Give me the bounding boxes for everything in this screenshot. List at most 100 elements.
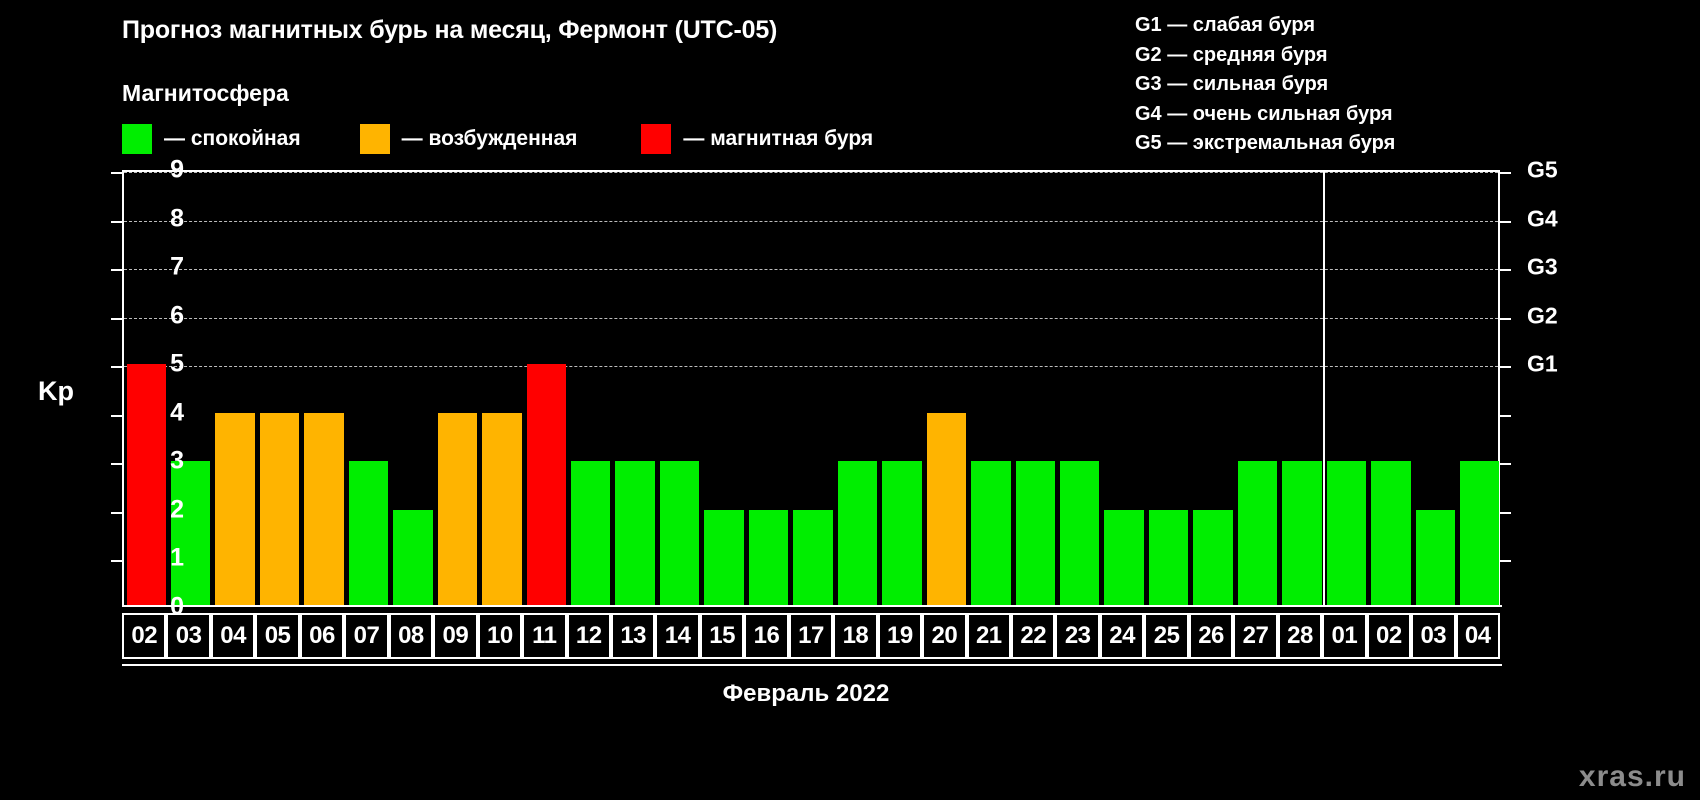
x-date-label-23[interactable]: 25 [1144, 613, 1189, 659]
bar-09-unsettled[interactable] [437, 412, 478, 607]
bar-08-calm[interactable] [393, 509, 433, 607]
y-label-7: 7 [170, 252, 184, 281]
x-date-label-21[interactable]: 23 [1055, 613, 1100, 659]
bar-17-calm[interactable] [793, 509, 833, 607]
legend-swatch-storm [641, 124, 672, 154]
y-label-3: 3 [170, 446, 184, 475]
bar-06-unsettled[interactable] [304, 412, 344, 607]
bar-04-unsettled[interactable] [215, 412, 255, 607]
x-date-label-29[interactable]: 03 [1411, 613, 1456, 659]
bar-05-unsettled[interactable] [259, 412, 300, 607]
g-tick-8 [1498, 220, 1511, 223]
x-date-label-9[interactable]: 11 [522, 613, 567, 659]
bar-18-calm[interactable] [837, 461, 878, 607]
g-label-g1: G1 [1527, 350, 1558, 377]
month-divider-line [1323, 172, 1326, 607]
bar-02-calm[interactable] [1371, 461, 1411, 607]
legend-label-storm: — магнитная буря [683, 127, 874, 150]
x-date-label-18[interactable]: 20 [922, 613, 967, 659]
x-date-label-15[interactable]: 17 [788, 613, 834, 659]
x-date-label-17[interactable]: 19 [877, 613, 923, 659]
bar-26-calm[interactable] [1193, 509, 1233, 607]
bar-23-calm[interactable] [1059, 461, 1100, 607]
g-tick-2 [1498, 511, 1511, 514]
legend-spacer [301, 139, 360, 140]
page-title: Прогноз магнитных бурь на месяц, Фермонт… [122, 16, 778, 44]
g-label-g3: G3 [1527, 253, 1558, 280]
bar-12-calm[interactable] [571, 461, 611, 607]
x-date-label-0[interactable]: 02 [122, 613, 167, 659]
g-scale-row-g5: G5 — экстремальная буря [1135, 132, 1396, 154]
g-scale-legend: G1 — слабая буря G2 — средняя буря G3 — … [1135, 11, 1395, 159]
bar-22-calm[interactable] [1015, 461, 1055, 607]
bar-04-calm[interactable] [1460, 461, 1500, 607]
bar-25-calm[interactable] [1148, 509, 1189, 607]
bar-21-calm[interactable] [971, 461, 1011, 607]
bar-11-storm[interactable] [526, 364, 566, 607]
legend-item-unsettled: — возбужденная [359, 124, 578, 154]
x-date-label-27[interactable]: 01 [1322, 613, 1367, 659]
bar-02-storm[interactable] [126, 364, 166, 607]
legend-swatch-unsettled [359, 124, 390, 154]
watermark: xras.ru [1578, 760, 1686, 793]
g-tick-6 [1498, 317, 1511, 320]
y-tick-9 [111, 172, 124, 174]
x-date-label-10[interactable]: 12 [566, 613, 611, 659]
y-tick-6 [111, 317, 124, 320]
g-scale-row-g4: G4 — очень сильная буря [1135, 102, 1393, 125]
bar-03-calm[interactable] [1415, 509, 1456, 607]
bar-13-calm[interactable] [615, 461, 655, 607]
g-tick-4 [1498, 414, 1511, 417]
x-date-label-28[interactable]: 02 [1366, 613, 1412, 659]
x-date-label-30[interactable]: 04 [1455, 613, 1500, 659]
x-date-label-13[interactable]: 15 [699, 613, 745, 659]
bar-03-calm[interactable] [170, 461, 211, 607]
bar-16-calm[interactable] [748, 509, 789, 607]
legend-label-unsettled: — возбужденная [401, 127, 578, 150]
bar-07-calm[interactable] [348, 461, 389, 607]
x-date-label-14[interactable]: 16 [744, 613, 789, 659]
legend-spacer [577, 139, 641, 140]
x-date-label-2[interactable]: 04 [210, 613, 256, 659]
x-axis-line [122, 605, 1502, 607]
bar-10-unsettled[interactable] [482, 412, 522, 607]
bar-28-calm[interactable] [1282, 461, 1322, 607]
x-date-label-4[interactable]: 06 [299, 613, 345, 659]
x-date-label-19[interactable]: 21 [966, 613, 1012, 659]
g-tick-5 [1498, 366, 1511, 369]
bar-15-calm[interactable] [704, 509, 744, 607]
y-tick-3 [111, 463, 124, 466]
g-scale-row-g1: G1 — слабая буря [1135, 14, 1316, 36]
x-date-label-7[interactable]: 09 [433, 613, 478, 659]
x-date-label-24[interactable]: 26 [1188, 613, 1234, 659]
y-label-5: 5 [170, 349, 184, 378]
gridline-kp-6 [124, 317, 1498, 319]
x-date-label-6[interactable]: 08 [388, 613, 434, 659]
x-date-label-16[interactable]: 18 [833, 613, 878, 659]
x-date-label-25[interactable]: 27 [1233, 613, 1278, 659]
x-date-label-11[interactable]: 13 [610, 613, 656, 659]
g-tick-1 [1498, 560, 1511, 563]
x-date-label-1[interactable]: 03 [166, 613, 211, 659]
bar-27-calm[interactable] [1237, 461, 1278, 607]
bar-14-calm[interactable] [659, 461, 700, 607]
bar-24-calm[interactable] [1104, 509, 1144, 607]
legend-item-calm: — спокойная [122, 124, 301, 154]
g-label-g4: G4 [1527, 205, 1558, 232]
x-date-label-22[interactable]: 24 [1099, 613, 1145, 659]
y-tick-7 [111, 269, 124, 272]
x-date-label-5[interactable]: 07 [344, 613, 389, 659]
legend-label-calm: — спокойная [164, 127, 301, 150]
x-date-label-20[interactable]: 22 [1011, 613, 1056, 659]
x-date-label-12[interactable]: 14 [655, 613, 700, 659]
legend-swatch-calm [122, 124, 152, 154]
x-axis-caption: Февраль 2022 [0, 680, 1700, 708]
bar-19-calm[interactable] [882, 461, 922, 607]
x-date-label-3[interactable]: 05 [255, 613, 300, 659]
bar-20-unsettled[interactable] [926, 412, 967, 607]
bar-01-calm[interactable] [1326, 461, 1367, 607]
g-label-g2: G2 [1527, 302, 1558, 329]
x-date-label-8[interactable]: 10 [477, 613, 523, 659]
x-date-label-26[interactable]: 28 [1277, 613, 1323, 659]
